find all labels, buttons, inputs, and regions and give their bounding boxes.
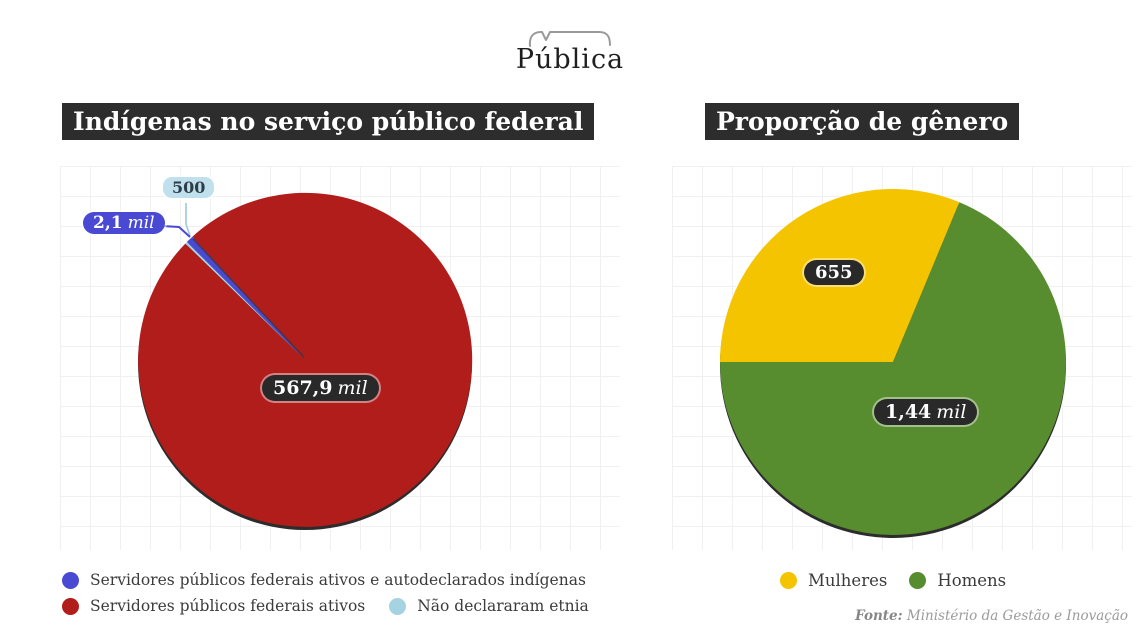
value-label-homens: 1,44 mil [874, 399, 978, 425]
value-label-nao-declararam: 500 [163, 177, 215, 198]
legend-label: Servidores públicos federais ativos [90, 597, 366, 615]
value-unit: mil [936, 401, 967, 423]
legend-dot-lightblue-icon [389, 597, 407, 615]
source-text: Ministério da Gestão e Inovação [906, 608, 1128, 624]
legend-label: Mulheres [808, 571, 888, 590]
value-number: 2,1 [93, 213, 123, 233]
pie-slice [185, 241, 305, 360]
pie-genero [720, 188, 1066, 538]
value-number: 1,44 [885, 401, 932, 423]
legend-dot-red-icon [62, 597, 79, 615]
legend-dot-green-icon [909, 572, 927, 589]
pie-indigenas [138, 192, 473, 530]
chart-title-left: Indígenas no serviço público federal [62, 103, 595, 140]
source-credit: Fonte: Ministério da Gestão e Inovação [855, 608, 1128, 624]
value-number: 500 [172, 178, 206, 197]
legend-row-left-2: Servidores públicos federais ativos Não … [62, 597, 589, 615]
label-connector-21mil [161, 225, 191, 238]
legend-dot-yellow-icon [780, 572, 797, 589]
pie-slice [720, 202, 1066, 535]
chart-title-right: Proporção de gênero [705, 103, 1020, 140]
pie-slice [138, 192, 473, 527]
legend-label: Servidores públicos federais ativos e au… [90, 571, 586, 589]
legend-label: Não declararam etnia [417, 597, 589, 615]
value-label-ativos: 567,9 mil [262, 375, 379, 401]
source-prefix: Fonte: [855, 608, 903, 624]
label-connector-500 [185, 203, 191, 237]
legend-item-indigenas: Servidores públicos federais ativos e au… [62, 571, 586, 589]
value-number: 655 [815, 262, 853, 283]
legend-dot-blue-icon [62, 571, 79, 589]
slice-pointer-line [192, 238, 305, 358]
legend-row-right: Mulheres Homens [780, 571, 1006, 590]
value-number: 567,9 [273, 377, 333, 399]
value-label-indigenas: 2,1 mil [83, 212, 165, 234]
label-connectors [161, 203, 305, 358]
value-unit: mil [127, 213, 155, 233]
pie-slice [186, 236, 305, 360]
brace-icon [528, 31, 611, 47]
legend-label: Homens [937, 571, 1007, 590]
legend-item-mulheres: Mulheres [780, 571, 887, 590]
value-label-mulheres: 655 [804, 260, 864, 285]
publica-logo-text: Pública [515, 44, 625, 75]
value-unit: mil [337, 377, 368, 399]
publica-logo: Pública [0, 27, 1140, 75]
legend-item-homens: Homens [909, 571, 1006, 590]
